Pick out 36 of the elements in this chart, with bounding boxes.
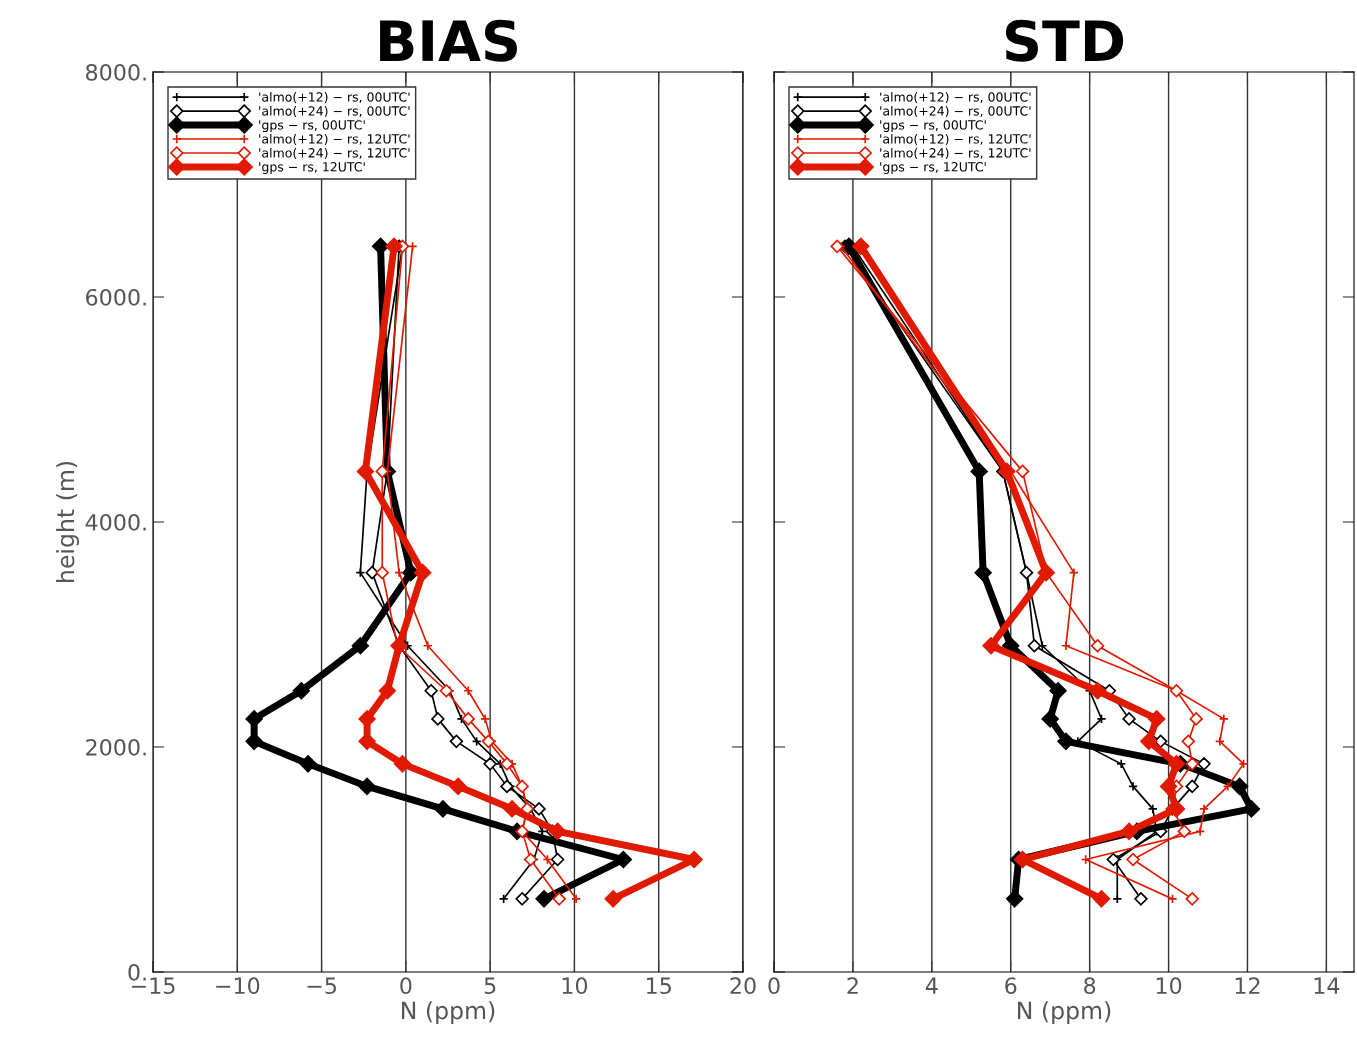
x-axis-title: N (ppm) xyxy=(402,1001,495,1024)
x-axis-title: N (ppm) xyxy=(1018,1001,1111,1024)
y-tick-label: 6000. xyxy=(86,288,146,306)
x-tick-label: 15 xyxy=(647,977,671,995)
legend-label: 'almo(+24) − rs, 12UTC' xyxy=(259,147,410,160)
x-tick-label: 0 xyxy=(768,977,780,995)
chart-title: BIAS xyxy=(380,19,517,62)
x-tick-label: 10 xyxy=(1156,977,1182,995)
x-tick-label: −10 xyxy=(216,977,260,995)
y-tick-label: 2000. xyxy=(86,738,146,756)
x-tick-label: 8 xyxy=(1084,977,1096,995)
legend-label: 'almo(+12) − rs, 12UTC' xyxy=(259,133,410,146)
legend-label: 'gps − rs, 00UTC' xyxy=(259,120,365,133)
y-tick-label: 4000. xyxy=(85,513,146,531)
legend-label: 'gps − rs, 12UTC' xyxy=(259,162,365,174)
x-tick-label: −5 xyxy=(307,977,337,995)
x-tick-label: 14 xyxy=(1314,977,1340,994)
x-tick-label: 10 xyxy=(562,977,588,995)
x-tick-label: 6 xyxy=(1005,977,1017,995)
legend-label: 'almo(+12) − rs, 12UTC' xyxy=(880,133,1031,146)
x-tick-label: 12 xyxy=(1235,977,1260,994)
legend-label: 'almo(+24) − rs, 12UTC' xyxy=(880,147,1031,160)
legend-label: 'almo(+12) − rs, 00UTC' xyxy=(259,92,410,104)
x-tick-label: 2 xyxy=(847,977,858,994)
y-tick-label: 8000. xyxy=(86,63,146,81)
legend-label: 'gps − rs, 00UTC' xyxy=(880,120,986,133)
x-tick-label: 20 xyxy=(730,977,756,995)
y-axis-title: height (m) xyxy=(56,461,79,582)
x-tick-label: 0 xyxy=(400,977,412,995)
x-tick-label: 4 xyxy=(925,977,938,994)
legend-label: 'almo(+24) − rs, 00UTC' xyxy=(259,105,410,118)
legend-label: 'almo(+24) − rs, 00UTC' xyxy=(880,105,1031,118)
chart-title: STD xyxy=(1005,19,1124,62)
legend-label: 'almo(+12) − rs, 00UTC' xyxy=(880,92,1031,104)
legend-label: 'gps − rs, 12UTC' xyxy=(880,162,986,174)
x-tick-label: 5 xyxy=(484,977,496,995)
